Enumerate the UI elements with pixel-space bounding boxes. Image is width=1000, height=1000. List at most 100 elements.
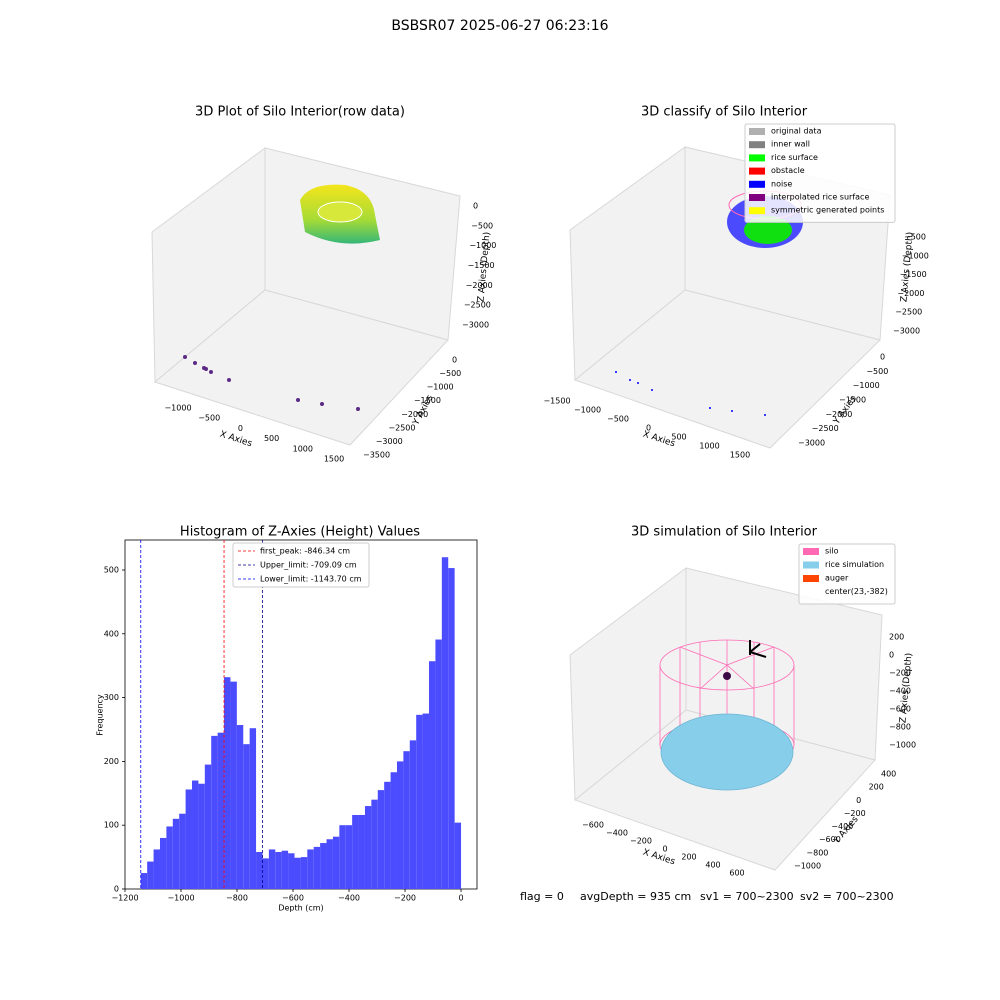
bar (403, 751, 410, 889)
x-tick-label: 200 (681, 853, 696, 862)
y-tick-label: −3000 (376, 437, 403, 446)
legend-box (744, 123, 896, 223)
z-axis-label: Z Axies (Depth) (898, 652, 914, 723)
bar (211, 735, 218, 889)
y-tick-label: −2500 (388, 423, 415, 432)
x-axis-label: X Axies (641, 848, 676, 868)
z-tick-label: −2000 (466, 281, 493, 290)
legend-label: Lower_limit: -1143.70 cm (260, 575, 362, 584)
point-cloud (317, 201, 363, 223)
bar (332, 836, 340, 889)
legend-swatch (803, 548, 819, 555)
bar (320, 843, 327, 889)
x-tick-label: −200 (394, 894, 416, 903)
bar (288, 853, 295, 889)
x-tick-label: 600 (729, 869, 744, 878)
y-tick-label: −1000 (427, 383, 454, 392)
legend-swatch (749, 128, 765, 135)
bar (281, 850, 289, 889)
bar (429, 661, 436, 889)
legend-box (232, 542, 370, 588)
footer-text: flag = 0 (520, 890, 564, 903)
bar (416, 714, 423, 889)
bar (224, 677, 231, 889)
x-tick-label: 1500 (324, 455, 344, 464)
x-tick-label: 500 (671, 433, 686, 442)
bar (364, 806, 372, 889)
z-tick-label: 0 (889, 651, 894, 660)
z-tick-label: −2000 (897, 289, 924, 298)
y-tick-label: −2000 (401, 410, 428, 419)
bar (204, 764, 212, 889)
chart-title: 3D simulation of Silo Interior (631, 525, 818, 540)
bar (352, 814, 359, 889)
bar (441, 557, 449, 889)
legend-swatch (803, 575, 819, 582)
y-tick-label: −2500 (812, 424, 839, 433)
bar (275, 851, 282, 889)
outlier-points (183, 355, 360, 411)
bar (454, 822, 462, 889)
legend-swatch (749, 207, 765, 215)
x-tick-label: 0 (646, 424, 651, 433)
footer-text: sv2 = 700~2300 (800, 890, 894, 903)
legend-label: center(23,-382) (825, 587, 888, 596)
bar (159, 837, 167, 889)
legend-label: interpolated rice surface (771, 193, 869, 202)
y-tick-label: 400 (881, 770, 896, 779)
z-tick-label: −1000 (469, 241, 496, 250)
bar (396, 761, 404, 889)
bar (339, 825, 346, 889)
bar (390, 772, 397, 889)
point-cloud (744, 216, 792, 244)
y-tick-label: −600 (819, 835, 841, 844)
x-tick-label: −400 (338, 894, 360, 903)
z-tick-label: −2500 (895, 308, 922, 317)
legend-swatch (749, 194, 765, 201)
z-tick-label: −3000 (462, 321, 489, 330)
bar (422, 713, 430, 889)
x-tick-label: −500 (198, 414, 220, 423)
axes3d-panel-1 (151, 147, 461, 446)
bar (300, 857, 308, 889)
rice-surface (660, 713, 794, 791)
bar (166, 826, 173, 889)
center-point (723, 672, 731, 680)
x-tick-label: −800 (226, 894, 248, 903)
y-axis-label: Frequency (96, 694, 105, 736)
bar (140, 873, 148, 889)
y-tick-label: 0 (880, 353, 885, 362)
y-tick-label: −1500 (414, 396, 441, 405)
bar (384, 781, 391, 889)
y-tick-label: 0 (114, 885, 119, 894)
bar (294, 857, 301, 889)
chart-title: 3D classify of Silo Interior (641, 105, 808, 120)
figure-title: BSBSR07 2025-06-27 06:23:16 (391, 18, 608, 34)
y-tick-label: 0 (452, 356, 457, 365)
bar (249, 728, 257, 889)
bar (243, 744, 250, 889)
z-tick-label: −1000 (902, 251, 929, 260)
x-tick-label: 1000 (699, 442, 719, 451)
bar (345, 825, 353, 889)
outlier-points (615, 371, 766, 416)
y-tick-label: 300 (104, 693, 119, 702)
bar (147, 861, 154, 889)
legend-label: rice simulation (825, 560, 884, 569)
legend-label: Upper_limit: -709.09 cm (260, 561, 357, 570)
z-tick-label: −500 (904, 233, 926, 242)
z-tick-label: −1500 (900, 270, 927, 279)
y-tick-label: −500 (866, 367, 888, 376)
bar (358, 814, 365, 889)
pane (153, 289, 449, 446)
x-tick-label: 500 (264, 434, 279, 443)
bar (172, 818, 180, 889)
y-tick-label: 400 (104, 629, 119, 638)
x-tick-label: 0 (662, 845, 667, 854)
x-axis-label: X Axies (218, 430, 253, 450)
chart-title: Histogram of Z-Axies (Height) Values (180, 525, 420, 540)
x-tick-label: −200 (630, 837, 652, 846)
z-tick-label: −200 (889, 669, 911, 678)
bar (217, 732, 225, 889)
